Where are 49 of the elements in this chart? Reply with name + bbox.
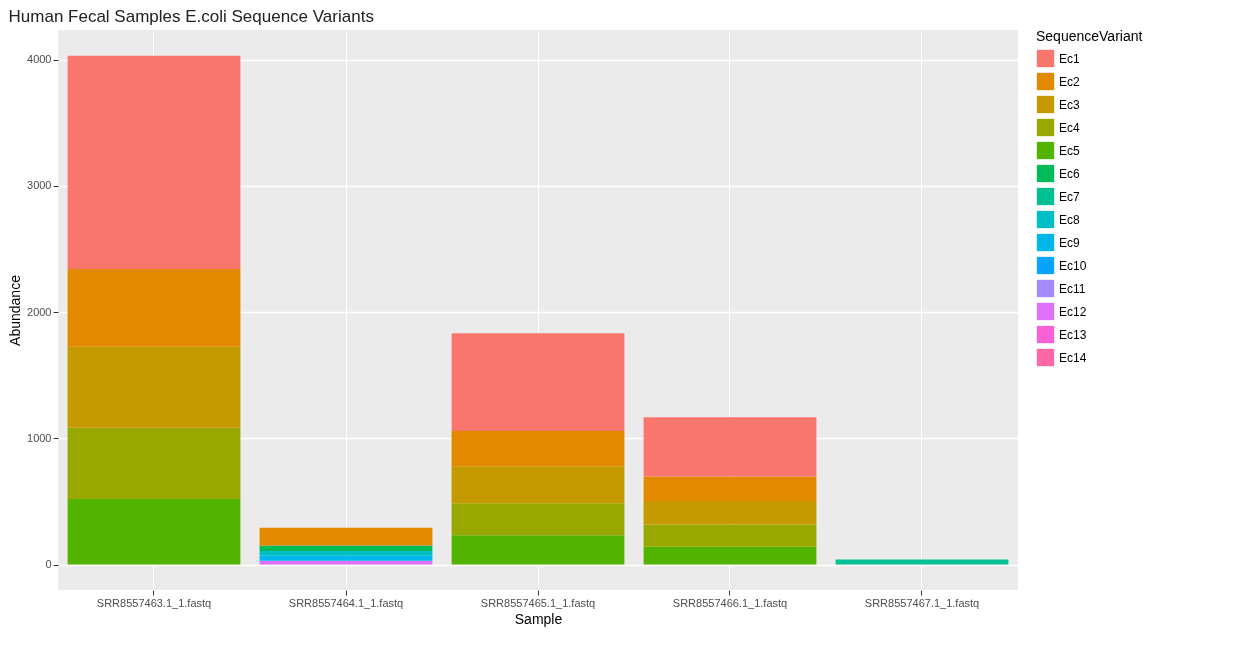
bar xyxy=(643,524,817,547)
y-tick-label: 1000 xyxy=(27,431,52,444)
legend-label: Ec9 xyxy=(1059,235,1080,250)
bar xyxy=(67,55,241,269)
bar xyxy=(259,550,433,556)
bar xyxy=(67,499,241,565)
x-axis-title: Sample xyxy=(514,610,563,627)
x-tick-label: SRR8557466.1_1.fastq xyxy=(672,596,788,609)
bar xyxy=(259,555,433,561)
chart-title: Human Fecal Samples E.coli Sequence Variants xyxy=(8,7,374,26)
bar xyxy=(643,476,817,502)
bar xyxy=(451,535,625,565)
bar xyxy=(643,417,817,477)
x-tick-label: SRR8557467.1_1.fastq xyxy=(864,596,980,609)
bar xyxy=(835,559,1009,565)
bar xyxy=(451,431,625,467)
legend-label: Ec1 xyxy=(1059,51,1080,66)
bar xyxy=(643,546,817,565)
bar xyxy=(451,333,625,432)
legend-title: SequenceVariant xyxy=(1036,28,1143,44)
x-tick-label: SRR8557464.1_1.fastq xyxy=(288,596,404,609)
bar xyxy=(259,560,433,565)
legend-label: Ec2 xyxy=(1059,74,1080,89)
legend-label: Ec6 xyxy=(1059,166,1080,181)
bar xyxy=(67,346,241,428)
y-tick-label: 2000 xyxy=(27,305,52,318)
legend-label: Ec11 xyxy=(1059,281,1086,296)
y-tick-label: 4000 xyxy=(27,53,52,66)
y-axis-title: Abundance xyxy=(7,274,24,346)
legend-label: Ec7 xyxy=(1059,189,1080,204)
legend-label: Ec4 xyxy=(1059,120,1080,135)
x-tick-label: SRR8557465.1_1.fastq xyxy=(480,596,596,609)
legend-label: Ec5 xyxy=(1059,143,1080,158)
bar xyxy=(67,268,241,347)
y-tick-label: 0 xyxy=(45,558,52,571)
legend-label: Ec13 xyxy=(1059,327,1087,342)
bar xyxy=(259,527,433,546)
legend-label: Ec14 xyxy=(1059,350,1087,365)
legend-label: Ec8 xyxy=(1059,212,1080,227)
legend-label: Ec12 xyxy=(1059,304,1087,319)
bar xyxy=(451,466,625,504)
bar xyxy=(643,501,817,525)
bar xyxy=(451,503,625,536)
bar xyxy=(67,427,241,500)
legend-label: Ec10 xyxy=(1059,258,1087,273)
x-tick-label: SRR8557463.1_1.fastq xyxy=(96,596,212,609)
legend-label: Ec3 xyxy=(1059,97,1080,112)
y-tick-label: 3000 xyxy=(27,179,52,192)
bar xyxy=(259,545,433,551)
